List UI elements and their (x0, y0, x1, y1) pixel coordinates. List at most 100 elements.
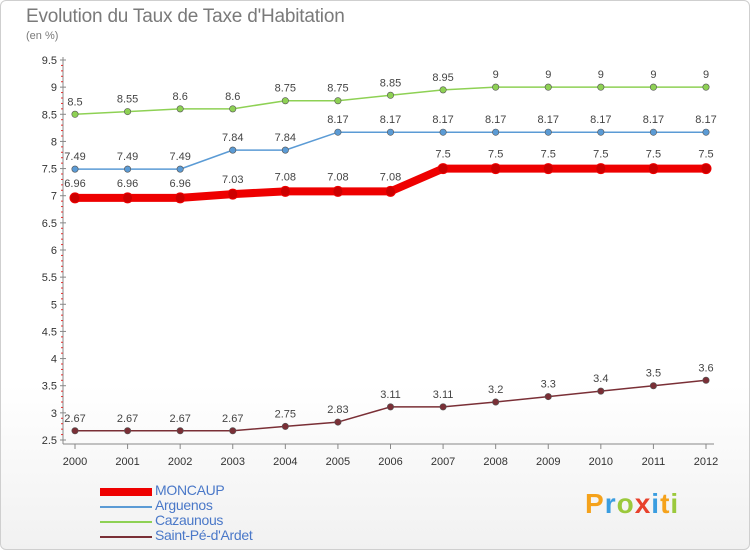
y-tick-label: 4.5 (42, 326, 57, 338)
data-label: 2.75 (275, 408, 296, 420)
legend-label: Saint-Pé-d'Ardet (155, 527, 253, 543)
data-point (332, 185, 344, 197)
y-tick-label: 9.5 (42, 55, 57, 67)
data-label: 7.84 (275, 132, 296, 144)
logo-letter: i (651, 488, 661, 519)
data-point (492, 398, 500, 406)
data-label: 7.5 (541, 149, 556, 161)
x-tick-label: 2005 (326, 456, 350, 468)
logo-letter: r (604, 488, 617, 519)
x-tick-label: 2006 (378, 456, 402, 468)
proxiti-logo: Proxiti (585, 488, 679, 520)
data-point (281, 422, 289, 430)
legend-label: Arguenos (155, 497, 213, 513)
x-tick-label: 2007 (431, 456, 455, 468)
data-label: 3.6 (698, 362, 713, 374)
legend-swatch (100, 536, 152, 538)
data-point (334, 418, 342, 426)
data-point (71, 165, 79, 173)
data-point (386, 403, 394, 411)
data-label: 8.75 (327, 83, 348, 95)
data-label: 7.08 (327, 171, 348, 183)
series-line-2 (74, 86, 706, 116)
data-label: 6.96 (169, 178, 190, 190)
data-point (229, 146, 237, 154)
data-label: 8.85 (380, 77, 401, 89)
logo-letter: x (634, 488, 652, 519)
data-label: 8.6 (225, 91, 240, 103)
x-tick-label: 2010 (589, 456, 613, 468)
y-tick-label: 3 (51, 408, 57, 420)
data-label: 9 (703, 69, 709, 81)
data-point (334, 97, 342, 105)
data-point (700, 163, 712, 175)
data-label: 9 (598, 69, 604, 81)
data-point (437, 163, 449, 175)
data-label: 2.67 (117, 413, 138, 425)
data-label: 3.4 (593, 373, 608, 385)
y-tick-label: 5.5 (42, 272, 57, 284)
data-label: 6.96 (64, 178, 85, 190)
data-label: 7.84 (222, 132, 243, 144)
data-label: 2.67 (169, 413, 190, 425)
y-tick-label: 9 (51, 82, 57, 94)
data-point (702, 128, 710, 136)
data-label: 7.5 (698, 149, 713, 161)
data-point (124, 427, 132, 435)
x-tick-label: 2000 (63, 456, 87, 468)
legend-label: Cazaunous (155, 512, 224, 528)
data-point (386, 128, 394, 136)
data-label: 2.83 (327, 404, 348, 416)
chart-title: Evolution du Taux de Taxe d'Habitation (26, 6, 345, 27)
x-tick-label: 2002 (168, 456, 192, 468)
data-point (229, 105, 237, 113)
y-tick-label: 6.5 (42, 218, 57, 230)
logo-letter: o (616, 488, 635, 519)
data-point (649, 382, 657, 390)
y-tick-label: 6 (51, 245, 57, 257)
data-label: 8.95 (432, 72, 453, 84)
data-label: 7.08 (275, 171, 296, 183)
y-tick-label: 7.5 (42, 164, 57, 176)
x-tick-label: 2004 (273, 456, 297, 468)
data-label: 8.17 (695, 114, 716, 126)
data-label: 8.75 (275, 83, 296, 95)
data-point (492, 128, 500, 136)
logo-letter: P (585, 488, 605, 519)
data-point (492, 83, 500, 91)
y-tick-label: 3.5 (42, 381, 57, 393)
data-label: 8.17 (590, 114, 611, 126)
data-label: 9 (493, 69, 499, 81)
x-tick-label: 2012 (694, 456, 718, 468)
data-label: 8.55 (117, 94, 138, 106)
data-label: 8.17 (538, 114, 559, 126)
data-label: 7.5 (646, 149, 661, 161)
data-point (176, 105, 184, 113)
y-tick-label: 5 (51, 299, 57, 311)
chart-unit-label: (en %) (26, 30, 59, 42)
data-point (124, 165, 132, 173)
data-point (71, 427, 79, 435)
x-tick-label: 2001 (115, 456, 139, 468)
data-point (649, 83, 657, 91)
data-label: 2.67 (222, 413, 243, 425)
data-label: 7.5 (593, 149, 608, 161)
data-label: 6.96 (117, 178, 138, 190)
data-point (69, 192, 81, 204)
data-label: 8.17 (380, 114, 401, 126)
data-label: 7.03 (222, 174, 243, 186)
data-label: 7.49 (64, 151, 85, 163)
data-point (702, 376, 710, 384)
data-label: 9 (650, 69, 656, 81)
x-tick-label: 2003 (221, 456, 245, 468)
logo-letter: i (670, 488, 680, 519)
data-label: 7.08 (380, 171, 401, 183)
data-label: 3.3 (541, 379, 556, 391)
logo-letter: t (660, 488, 671, 519)
data-point (649, 128, 657, 136)
data-point (122, 192, 134, 204)
x-tick-label: 2008 (483, 456, 507, 468)
data-point (595, 163, 607, 175)
